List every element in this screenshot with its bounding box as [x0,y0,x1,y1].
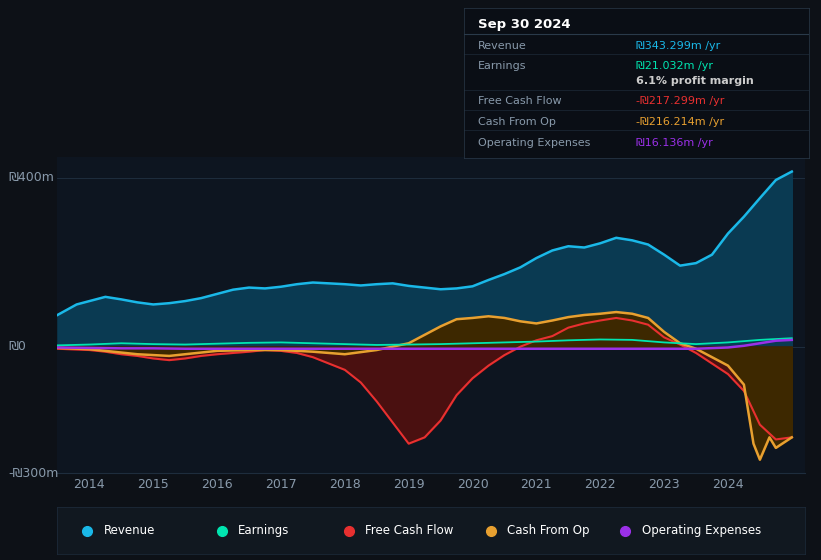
Text: Cash From Op: Cash From Op [478,116,556,127]
Text: ₪400m: ₪400m [8,171,54,184]
Text: -₪217.299m /yr: -₪217.299m /yr [636,96,725,106]
Text: ₪21.032m /yr: ₪21.032m /yr [636,61,713,71]
Text: Operating Expenses: Operating Expenses [478,138,590,148]
Text: Free Cash Flow: Free Cash Flow [365,524,454,537]
Text: Earnings: Earnings [478,61,526,71]
Text: 6.1% profit margin: 6.1% profit margin [636,76,754,86]
Text: Free Cash Flow: Free Cash Flow [478,96,562,106]
Text: ₪0: ₪0 [8,340,26,353]
Text: Cash From Op: Cash From Op [507,524,589,537]
Text: Revenue: Revenue [103,524,155,537]
Text: -₪300m: -₪300m [8,466,58,480]
Text: Earnings: Earnings [238,524,290,537]
Text: Revenue: Revenue [478,41,526,51]
Text: ₪343.299m /yr: ₪343.299m /yr [636,41,721,51]
Text: ₪16.136m /yr: ₪16.136m /yr [636,138,713,148]
Text: Operating Expenses: Operating Expenses [642,524,761,537]
Text: -₪216.214m /yr: -₪216.214m /yr [636,116,724,127]
Text: Sep 30 2024: Sep 30 2024 [478,18,571,31]
